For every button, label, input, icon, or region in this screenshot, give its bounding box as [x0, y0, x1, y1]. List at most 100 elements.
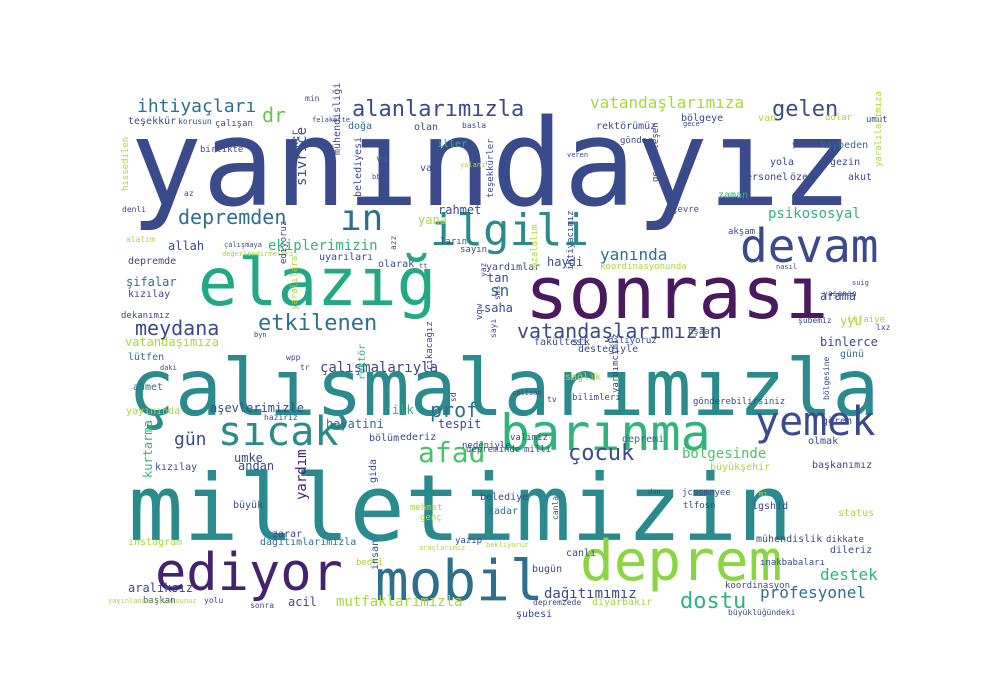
cloud-word: uyarıları [319, 252, 373, 263]
cloud-word: insan [370, 540, 381, 570]
cloud-word: belediyesi [353, 137, 364, 197]
cloud-word: gelen [772, 97, 838, 122]
cloud-word: yana [418, 213, 447, 227]
cloud-word: denli [122, 205, 146, 214]
cloud-word: dağıtımımız [544, 586, 637, 602]
cloud-word: büyüklüğündeki [728, 608, 796, 617]
cloud-word: alanlarımızla [352, 97, 524, 122]
cloud-word: umut [866, 115, 888, 125]
cloud-word: teşekkür [128, 116, 176, 127]
cloud-word: canlı [566, 548, 596, 559]
cloud-word: basla [462, 121, 486, 130]
cloud-word: azz [389, 235, 398, 250]
cloud-word: mobil [375, 549, 544, 614]
cloud-word: yanında [600, 245, 667, 264]
cloud-word: kadar [488, 506, 518, 517]
cloud-word: personel [740, 172, 788, 183]
cloud-word: psikososyal [768, 206, 861, 222]
cloud-word: şubemiz [798, 316, 832, 325]
cloud-word: var [420, 163, 438, 174]
cloud-word: depremzede [533, 598, 581, 607]
cloud-word: büyük [233, 500, 263, 511]
cloud-word: belediye [480, 492, 528, 503]
cloud-word: depremi [622, 434, 664, 445]
cloud-word: itfaiye [847, 315, 885, 325]
cloud-word: milletimizin [128, 455, 793, 562]
cloud-word: nedeniyle [462, 441, 511, 451]
cloud-word: sıcak [218, 409, 338, 455]
cloud-word: status [838, 508, 874, 519]
cloud-word: yiik [792, 140, 811, 149]
cloud-word: elazığ [198, 244, 436, 321]
cloud-word: calisan [512, 389, 542, 397]
cloud-word: dikkate [826, 535, 864, 545]
cloud-word: byn [254, 331, 267, 339]
cloud-word: gören [822, 416, 852, 427]
cloud-word: ilk [392, 403, 414, 417]
cloud-word: yemek [755, 399, 875, 445]
cloud-word: barınma [500, 404, 711, 462]
cloud-word: kızılay [155, 462, 197, 473]
cloud-word: yola [770, 157, 794, 168]
cloud-word: tt [419, 262, 427, 270]
cloud-word: sayın [460, 245, 487, 255]
cloud-word: yaz [479, 262, 488, 277]
cloud-word: mehmet [410, 503, 443, 513]
cloud-word: alalım [126, 235, 155, 244]
cloud-word: haziriz [264, 413, 298, 422]
cloud-word: ihtiyaçları [137, 96, 256, 117]
cloud-word: mühendisliği [331, 83, 343, 155]
cloud-word: yardımcımız [611, 333, 621, 393]
cloud-word: rektörümüz [596, 121, 656, 132]
cloud-word: dileriz [830, 545, 872, 556]
cloud-word: milli [524, 445, 551, 455]
cloud-word: fakültesi [534, 337, 588, 348]
cloud-word: gün [174, 429, 207, 450]
cloud-word: bugün [532, 564, 562, 575]
cloud-word: özer [790, 172, 814, 183]
cloud-word: hissedilen [121, 137, 131, 191]
cloud-word: mutfaklarımızla [336, 594, 462, 610]
cloud-word: sms [493, 285, 502, 300]
cloud-word: tlfosn [683, 501, 716, 511]
cloud-word: akut [848, 172, 872, 183]
cloud-word: bölgesine [822, 356, 831, 400]
cloud-word: çalışmalarımızla [128, 344, 879, 434]
cloud-word: büyükşehir [710, 462, 770, 473]
cloud-word: yolu [204, 596, 223, 605]
cloud-word: aralıksız [128, 581, 193, 595]
cloud-word: desteğiyle [578, 343, 638, 355]
cloud-word: gönder [620, 136, 653, 146]
cloud-word: suig [852, 279, 869, 287]
cloud-word: gida [368, 459, 379, 483]
cloud-word: depreminde [466, 445, 520, 455]
cloud-word: araçlarımız [419, 544, 465, 552]
cloud-word: sonrası [525, 251, 828, 335]
cloud-word: ın [340, 198, 383, 239]
cloud-word: meydana [135, 316, 219, 340]
cloud-word: igshid [752, 501, 788, 512]
cloud-word: afad [418, 436, 485, 469]
cloud-word: teşekkürler [486, 138, 496, 198]
cloud-word: valimiz [510, 433, 548, 443]
cloud-word: yazıp [455, 536, 482, 546]
cloud-word: sd [449, 392, 458, 402]
cloud-word: günü [840, 349, 864, 360]
cloud-word: veren [567, 151, 588, 159]
cloud-word: rahmet [438, 203, 481, 217]
cloud-word: gezin [830, 157, 860, 168]
cloud-word: lxz [876, 323, 891, 332]
cloud-word: kızılay [128, 289, 170, 300]
cloud-word: dan [648, 488, 661, 496]
cloud-word: yaşanan [823, 289, 857, 298]
cloud-word: ihtiyacımız [566, 210, 576, 270]
cloud-word: rektör [357, 344, 368, 380]
cloud-word: yayınlanabiliyorsunuz [108, 597, 197, 605]
cloud-word: bölüm [369, 433, 399, 444]
cloud-word: çocuk [568, 441, 634, 466]
cloud-word: vs [376, 154, 388, 165]
cloud-word: arama [820, 289, 856, 303]
cloud-word: ederiz [400, 432, 436, 443]
cloud-word: dolar [825, 113, 853, 123]
cloud-word: tv [547, 395, 557, 404]
